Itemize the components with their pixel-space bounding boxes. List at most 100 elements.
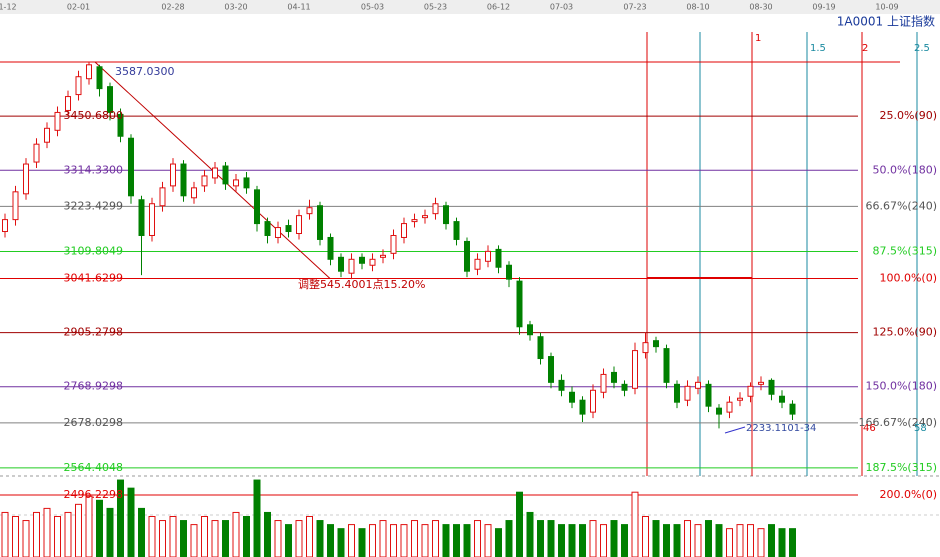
- candle-body: [369, 258, 376, 266]
- candle-body: [527, 324, 533, 336]
- annotation: 46: [863, 423, 876, 434]
- candle-body: [548, 356, 554, 383]
- annotation: 58: [914, 423, 927, 434]
- volume-bar: [789, 528, 796, 557]
- volume-bar: [253, 479, 261, 557]
- fib-ratio-label: 87.5%(315): [872, 244, 937, 257]
- volume-bar: [484, 524, 492, 557]
- x-tick-label: 02-01: [67, 3, 90, 12]
- volume-bar: [43, 507, 51, 557]
- candle-body: [716, 407, 722, 415]
- volume-bar: [22, 520, 30, 557]
- volume-bar: [138, 507, 145, 557]
- chart-title: 1A0001 上证指数: [837, 14, 935, 29]
- x-tick-label: 06-12: [487, 3, 510, 12]
- candle-body: [117, 113, 124, 137]
- volume-bar: [442, 524, 450, 557]
- candle-body: [243, 177, 250, 189]
- volume-bar: [127, 487, 135, 557]
- candle-body: [2, 219, 8, 233]
- volume-bar: [211, 520, 219, 557]
- volume-bar: [148, 516, 156, 557]
- volume-bar: [85, 495, 93, 557]
- fib-label: 2768.9298: [64, 380, 124, 393]
- candle-body: [516, 280, 523, 328]
- volume-bar: [432, 520, 439, 557]
- candle-body: [485, 250, 491, 262]
- fib-ratio-label: 187.5%(315): [865, 461, 937, 474]
- volume-bar: [180, 520, 187, 557]
- fib-label: 2905.2798: [64, 326, 124, 339]
- fib-label: 2496.2298: [64, 488, 124, 501]
- candle-body: [275, 227, 281, 238]
- candle-body: [653, 340, 659, 348]
- candle-body: [390, 234, 397, 254]
- fib-ratio-label: 166.67%(240): [858, 416, 937, 429]
- volume-bar: [736, 524, 744, 557]
- candle-body: [768, 379, 775, 395]
- candle-body: [464, 240, 470, 272]
- volume-bar: [673, 524, 681, 557]
- volume-bar: [453, 524, 460, 557]
- volume-bar: [379, 520, 387, 557]
- candle-body: [54, 111, 61, 131]
- volume-bar: [33, 511, 40, 557]
- candle-body: [684, 385, 691, 401]
- candle-body: [695, 381, 701, 389]
- candle-body: [590, 389, 596, 413]
- annotation-line: [724, 426, 746, 434]
- candle-body: [569, 391, 575, 403]
- fib-label: 2564.4048: [64, 461, 124, 474]
- candle-body: [201, 175, 208, 187]
- time-label: 2.5: [914, 43, 930, 54]
- volume-bar: [547, 520, 555, 557]
- candle-body: [600, 373, 607, 393]
- candle-body: [443, 205, 449, 225]
- volume-bar: [421, 524, 429, 557]
- candle-body: [758, 381, 764, 385]
- candle-body: [558, 379, 565, 391]
- candle-body: [222, 165, 229, 185]
- candle-body: [107, 86, 113, 113]
- x-tick-label: 02-28: [161, 3, 184, 12]
- volume-bar: [621, 524, 628, 557]
- x-tick-label: 04-11: [287, 3, 310, 12]
- volume-bar: [243, 516, 250, 557]
- x-tick-label: 01-12: [0, 3, 17, 12]
- fib-label: 3314.3300: [64, 163, 124, 176]
- fib-ratio-label: 25.0%(90): [879, 109, 937, 122]
- volume-bar: [526, 511, 534, 557]
- volume-bar: [400, 524, 408, 557]
- fib-label: 2678.0298: [64, 416, 124, 429]
- fib-label: 3450.6800: [64, 109, 124, 122]
- candle-body: [422, 215, 428, 219]
- candle-body: [180, 163, 187, 197]
- candle-body: [348, 258, 355, 274]
- candle-body: [86, 64, 92, 80]
- volume-bar: [715, 524, 723, 557]
- fib-ratio-label: 50.0%(180): [872, 163, 937, 176]
- volume-bar: [369, 524, 376, 557]
- candle-body: [474, 258, 481, 270]
- candle-body: [75, 76, 82, 96]
- volume-bar: [190, 524, 198, 557]
- volume-bar: [232, 511, 240, 557]
- candle-body: [327, 236, 334, 260]
- volume-bar: [537, 520, 544, 557]
- volume-bar: [757, 528, 765, 557]
- x-tick-label: 05-03: [361, 3, 384, 12]
- x-tick-label: 10-09: [875, 3, 898, 12]
- candle-body: [254, 189, 260, 225]
- x-tick-label: 03-20: [224, 3, 247, 12]
- volume-bar: [96, 499, 103, 557]
- x-tick-label: 07-23: [623, 3, 646, 12]
- candle-body: [44, 127, 50, 143]
- volume-bar: [663, 524, 670, 557]
- volume-bar: [64, 511, 72, 557]
- candle-body: [170, 163, 176, 187]
- volume-bar: [726, 528, 733, 557]
- fib-ratio-label: 125.0%(90): [872, 326, 937, 339]
- candle-body: [128, 137, 134, 197]
- volume-bar: [694, 524, 702, 557]
- candle-body: [611, 371, 617, 383]
